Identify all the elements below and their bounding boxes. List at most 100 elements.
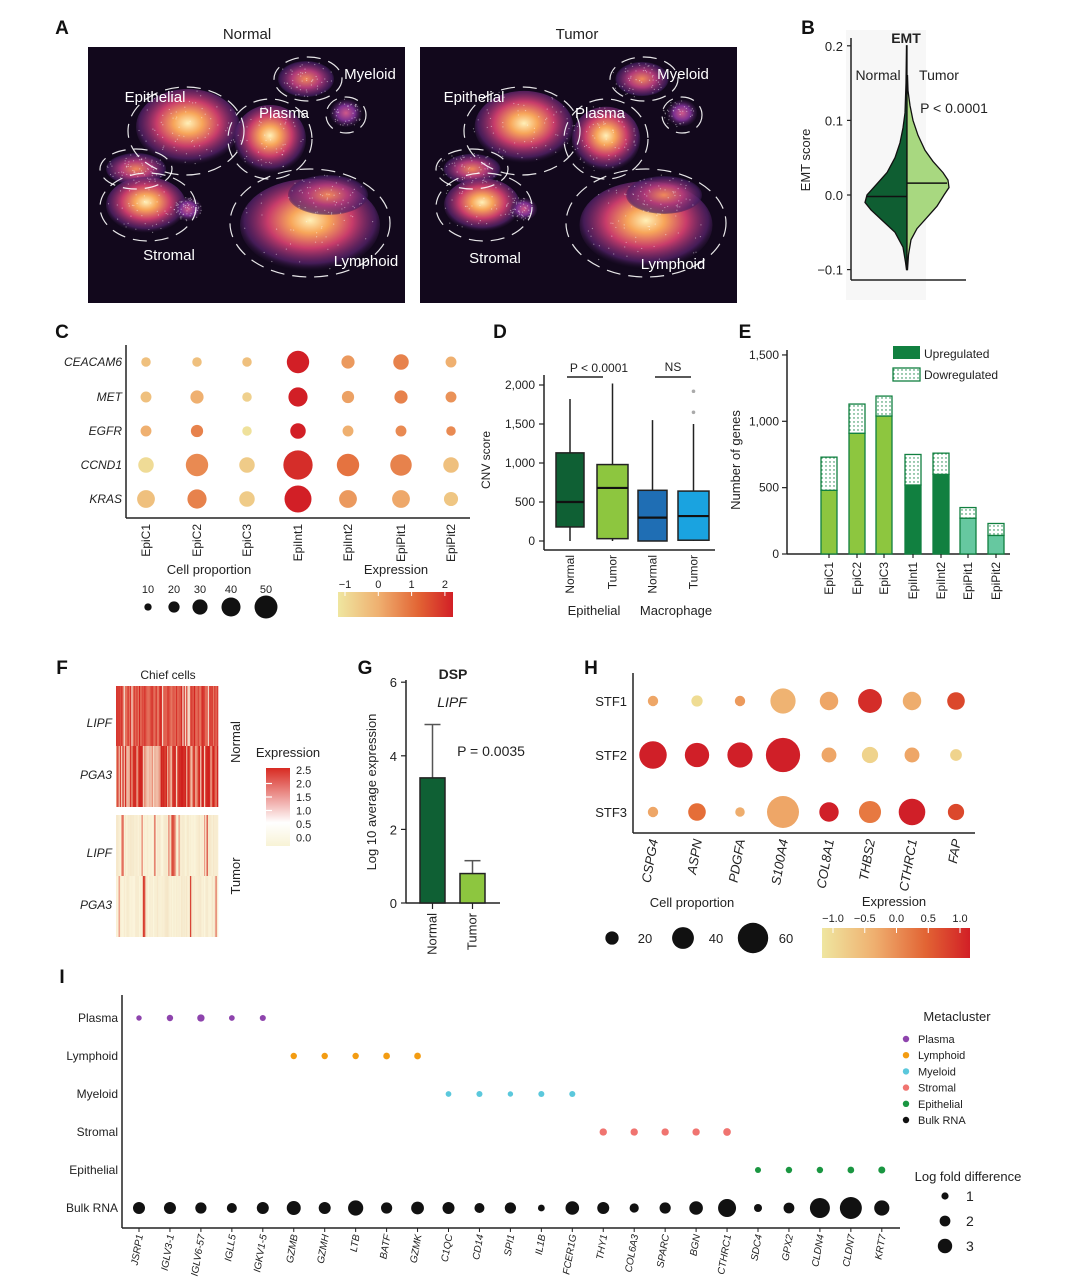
heatmap-cell [151, 876, 154, 937]
cell-point [623, 126, 625, 128]
cell-point [503, 96, 505, 98]
cell-point [295, 86, 298, 88]
cell-point [201, 107, 203, 110]
cell-point [146, 109, 148, 111]
cell-point [522, 216, 524, 218]
cell-point [210, 150, 213, 152]
cell-point [121, 207, 123, 209]
cell-point [187, 204, 190, 207]
cell-point [551, 106, 554, 108]
cell-point [515, 201, 518, 203]
cell-point [296, 86, 299, 88]
cell-point [480, 169, 482, 171]
cell-point [351, 117, 353, 119]
heatmap-cell [177, 746, 179, 807]
cell-point [679, 194, 681, 197]
heatmap-cell [202, 746, 205, 807]
cell-point [338, 103, 340, 105]
cell-point [119, 177, 122, 179]
heatmap-cell [195, 686, 197, 746]
cell-point [130, 215, 132, 217]
cell-point [676, 103, 678, 105]
cell-point [282, 144, 284, 146]
cell-point [353, 207, 356, 209]
cell-point [688, 105, 690, 107]
cell-point [328, 193, 330, 195]
cell-point [456, 224, 459, 227]
cell-point [651, 69, 653, 71]
legend-dot-bulk-rna [902, 1116, 910, 1124]
heatmap-cell [189, 686, 192, 746]
cell-point [674, 102, 676, 104]
cell-point [122, 172, 125, 174]
cell-point [538, 116, 540, 118]
cell-point [295, 94, 297, 96]
heatmap-cell [187, 686, 189, 746]
cell-point [571, 146, 574, 148]
cell-point [619, 162, 621, 164]
heatmap-cell [152, 876, 155, 937]
heatmap-cell [187, 746, 189, 807]
heatmap-cell [172, 686, 174, 746]
cell-point [598, 126, 601, 129]
cell-point [354, 103, 357, 106]
cell-point [162, 147, 164, 149]
size-legend-dot [941, 1192, 949, 1200]
heatmap-cell [142, 876, 145, 937]
cell-point [152, 128, 154, 130]
cell-point [310, 84, 313, 86]
cell-point [471, 182, 473, 184]
cell-point [524, 217, 526, 219]
panel-letter-h: H [584, 658, 598, 679]
heatmap-cell [155, 746, 158, 807]
cell-point [691, 114, 693, 116]
heatmap-cell [127, 686, 130, 746]
cell-point [194, 162, 196, 165]
heatmap-cell [206, 815, 209, 876]
cell-point [163, 191, 165, 193]
cell-point [275, 148, 277, 150]
dot-met-epiint2 [341, 390, 355, 404]
cell-point [177, 204, 179, 206]
cell-point [643, 210, 645, 212]
cell-point [619, 115, 621, 117]
cell-point [657, 88, 660, 91]
cell-point [133, 179, 135, 181]
heatmap-cell [186, 686, 188, 746]
cell-point [225, 130, 227, 132]
cell-point [354, 104, 356, 107]
heatmap-cell [126, 876, 128, 937]
cell-point [292, 83, 294, 85]
heatmap-cell [155, 876, 158, 937]
panel-letter-i: I [59, 967, 64, 988]
dot-plasma-jsrp1 [136, 1015, 142, 1021]
heatmap-cell [118, 686, 121, 746]
cell-point [642, 70, 645, 72]
cell-point [593, 243, 595, 245]
heatmap-cell [135, 815, 137, 876]
heatmap-cell [163, 746, 165, 807]
cell-point [512, 208, 514, 211]
heatmap-cell [138, 686, 141, 746]
heatmap-cell [211, 746, 214, 807]
cell-point [162, 220, 164, 222]
gene-label: IGLV3-1 [160, 1234, 177, 1272]
cell-point [669, 179, 671, 182]
cell-point [358, 118, 360, 120]
heatmap-cell [205, 876, 207, 937]
cell-point [624, 71, 626, 73]
cluster-outline [435, 148, 509, 190]
cell-point [633, 96, 635, 98]
heatmap-cell [216, 746, 219, 807]
cell-point [638, 63, 640, 65]
cell-point [150, 171, 152, 173]
cell-point [680, 183, 682, 185]
cell-point [577, 147, 579, 149]
heatmap-cell [170, 815, 173, 876]
gene-label: CSPG4 [639, 838, 661, 884]
dot-bulk-sparc [659, 1202, 671, 1214]
cell-point [333, 194, 335, 196]
dot-ceacam6-epipit2 [445, 356, 457, 368]
cell-point [261, 164, 263, 166]
cell-point [649, 72, 651, 74]
